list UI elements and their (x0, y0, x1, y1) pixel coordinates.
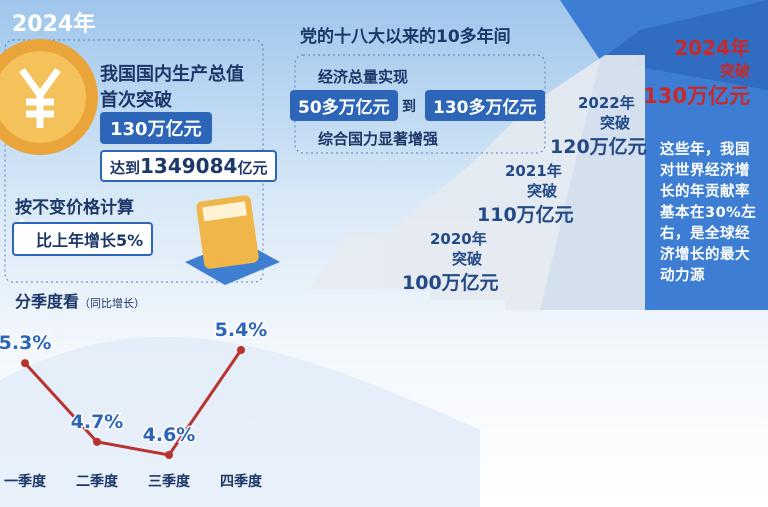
value-label: 5.4% (215, 319, 268, 341)
step-amount: 100万亿元 (402, 272, 499, 294)
stairs (310, 55, 645, 310)
step-year: 2020年 (430, 230, 487, 248)
x-tick-label: 二季度 (76, 473, 119, 490)
step-label: 突破 (452, 250, 483, 268)
value-label: 4.6% (143, 424, 196, 446)
decade-line2: 综合国力显著增强 (318, 130, 439, 148)
total-value: 1349084 (140, 154, 238, 178)
point (21, 359, 29, 368)
growth: 比上年增长5% (12, 222, 154, 256)
calc-screen (202, 201, 247, 222)
total-unit: 亿元 (237, 159, 268, 177)
chart-subtitle: （同比增长） (79, 297, 146, 310)
gdp-frame (4, 39, 264, 283)
highlight-amount: 130万亿元 (643, 84, 750, 108)
gdp-line1: 我国国内生产总值 (100, 64, 244, 85)
x-tick-label: 四季度 (220, 473, 263, 490)
point (165, 451, 173, 459)
decade-to-word: 到 (402, 99, 416, 115)
decade-title: 党的十八大以来的10多年间 (300, 27, 511, 47)
step-amount: 110万亿元 (477, 204, 574, 226)
step-amount: 120万亿元 (550, 136, 647, 158)
wave (0, 336, 480, 507)
year-badge: 2024年 (12, 12, 96, 37)
highlight-year: 2024年 (674, 36, 750, 60)
step-label: 突破 (527, 182, 558, 200)
step-year: 2022年 (578, 94, 635, 112)
decade-from: 50多万亿元 (290, 90, 398, 121)
gdp-headline: 130万亿元 (100, 112, 212, 144)
highlight-text: 这些年，我国对世界经济增长的年贡献率基本在30%左右，是全球经济增长的最大动力源 (660, 142, 757, 284)
point (237, 346, 245, 354)
chart-title: 分季度看（同比增长） (15, 288, 145, 312)
constant-price: 按不变价格计算 (15, 198, 134, 218)
point (93, 437, 101, 446)
step-label: 突破 (600, 114, 631, 132)
line (23, 349, 243, 457)
step-year: 2021年 (505, 162, 562, 180)
decade-frame (294, 54, 546, 154)
gdp-line2: 首次突破 (100, 90, 172, 111)
decade-to: 130多万亿元 (425, 90, 545, 121)
total-prefix: 达到 (110, 159, 141, 177)
highlight-label: 突破 (719, 62, 750, 80)
x-tick-label: 一季度 (4, 473, 47, 490)
gdp-total: 达到1349084亿元 (100, 150, 278, 182)
yuan-sign (19, 67, 61, 128)
decade-line1: 经济总量实现 (318, 68, 409, 86)
chart-title-main: 分季度看 (15, 292, 80, 311)
x-tick-label: 三季度 (148, 473, 191, 490)
value-label: 4.7% (71, 411, 124, 433)
value-label: 5.3% (0, 332, 51, 354)
